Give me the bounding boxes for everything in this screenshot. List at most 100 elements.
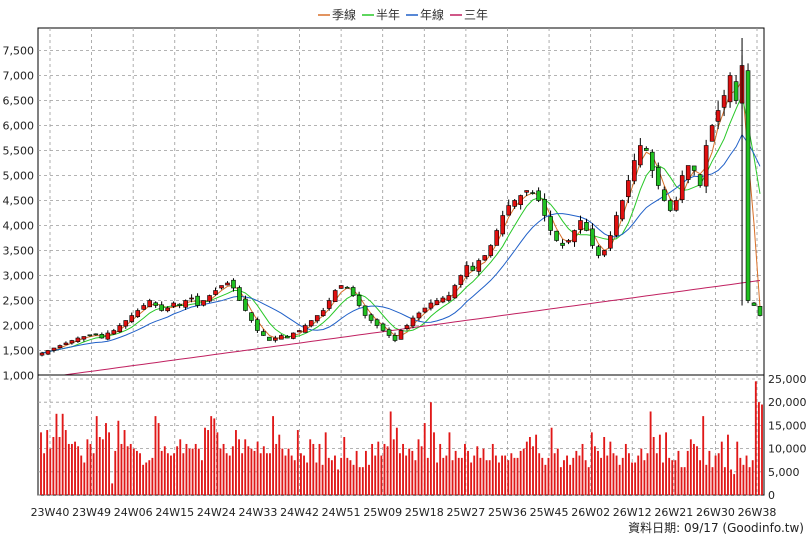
volume-bar	[43, 453, 46, 495]
price-tick-label: 1,500	[3, 345, 35, 358]
candle-body	[488, 245, 494, 256]
candle-body	[255, 319, 260, 331]
x-axis-ticks: 23W40 23W49 24W06 24W15 24W24 24W33 24W42 24W51…	[31, 506, 777, 519]
volume-bar	[383, 443, 386, 495]
volume-bar	[306, 462, 309, 495]
candle-body	[428, 302, 434, 309]
volume-bars	[40, 381, 763, 495]
price-tick-label: 3,000	[3, 270, 35, 283]
price-tick-label: 2,500	[3, 295, 35, 308]
volume-bar	[166, 453, 169, 495]
volume-bar	[259, 453, 262, 495]
x-tick-label: 24W15	[155, 506, 194, 519]
volume-bar	[163, 446, 166, 495]
volume-bar	[628, 453, 630, 495]
volume-bar	[519, 450, 522, 495]
x-tick-label: 24W06	[114, 506, 153, 519]
volume-bar	[157, 423, 160, 495]
volume-bar	[689, 439, 692, 495]
volume-bar	[581, 443, 584, 495]
candle-body	[87, 334, 93, 337]
candle-body	[470, 265, 476, 271]
volume-bar	[61, 413, 64, 495]
x-tick-label: 24W42	[280, 506, 319, 519]
volume-bar	[281, 448, 284, 495]
candle-body	[685, 165, 691, 180]
volume-bar	[262, 446, 265, 495]
candle-body	[350, 287, 356, 296]
candle-body	[243, 298, 248, 311]
volume-bar	[525, 441, 528, 495]
candle-body	[644, 148, 649, 151]
volume-bar	[120, 443, 123, 495]
ma-line-2	[41, 133, 761, 354]
volume-bar	[436, 462, 439, 495]
candle-body	[614, 215, 619, 236]
volume-bar	[222, 443, 225, 495]
candle-body	[602, 250, 607, 256]
volume-bar	[340, 457, 343, 495]
volume-bar	[151, 457, 154, 495]
candle-body	[608, 235, 613, 249]
candle-body	[715, 110, 721, 122]
volume-bar	[80, 455, 83, 495]
volume-bar	[705, 464, 708, 495]
volume-bar	[457, 457, 460, 495]
volume-bar	[238, 439, 240, 495]
candle-body	[231, 279, 236, 289]
price-plot-frame	[37, 27, 765, 384]
candle-body	[153, 302, 158, 306]
candle-body	[584, 222, 589, 231]
candle-body	[69, 340, 75, 344]
candle-body	[530, 192, 535, 194]
volume-bar	[572, 457, 575, 495]
candle-body	[416, 312, 422, 319]
candle-body	[638, 145, 643, 166]
candle-body	[757, 306, 763, 316]
candle-body	[536, 190, 541, 201]
volume-bar	[448, 432, 451, 495]
volume-bar	[714, 455, 717, 495]
volume-bar	[213, 418, 216, 495]
volume-bar	[135, 450, 138, 495]
volume-bar	[498, 462, 500, 495]
volume-bar	[312, 443, 315, 495]
volume-bar	[621, 457, 624, 495]
volume-bar	[708, 450, 711, 495]
candle-body	[237, 287, 242, 301]
volume-bar	[244, 439, 247, 495]
volume-bar	[426, 457, 429, 495]
x-tick-label: 23W49	[72, 506, 111, 519]
volume-bar	[275, 443, 278, 495]
price-tick-label: 7,500	[3, 45, 35, 58]
volume-bar	[126, 446, 129, 495]
volume-bar	[58, 437, 61, 495]
volume-bar	[71, 443, 73, 495]
volume-bar	[597, 450, 599, 495]
volume-bar	[615, 455, 618, 495]
volume-bar	[188, 448, 191, 495]
candle-body	[548, 216, 553, 231]
volume-bar	[727, 434, 729, 495]
volume-bar	[761, 404, 763, 495]
candle-body	[273, 337, 278, 341]
volume-bar	[278, 434, 281, 495]
volume-bar	[368, 464, 370, 495]
volume-bar	[532, 446, 534, 495]
candle-body	[446, 295, 452, 301]
volume-bar	[501, 455, 503, 495]
volume-bar	[736, 441, 739, 495]
volume-bar	[216, 432, 219, 495]
volume-bar	[405, 455, 408, 495]
volume-bar	[154, 416, 157, 495]
x-tick-label: 24W33	[239, 506, 278, 519]
volume-bar	[293, 460, 296, 495]
volume-bar	[83, 462, 86, 495]
volume-bar	[609, 441, 612, 495]
volume-bar	[123, 430, 126, 495]
price-tick-label: 3,500	[3, 245, 35, 258]
volume-bar	[702, 416, 705, 495]
candle-body	[314, 315, 320, 322]
source-note: 資料日期: 09/17 (Goodinfo.tw)	[628, 521, 804, 535]
